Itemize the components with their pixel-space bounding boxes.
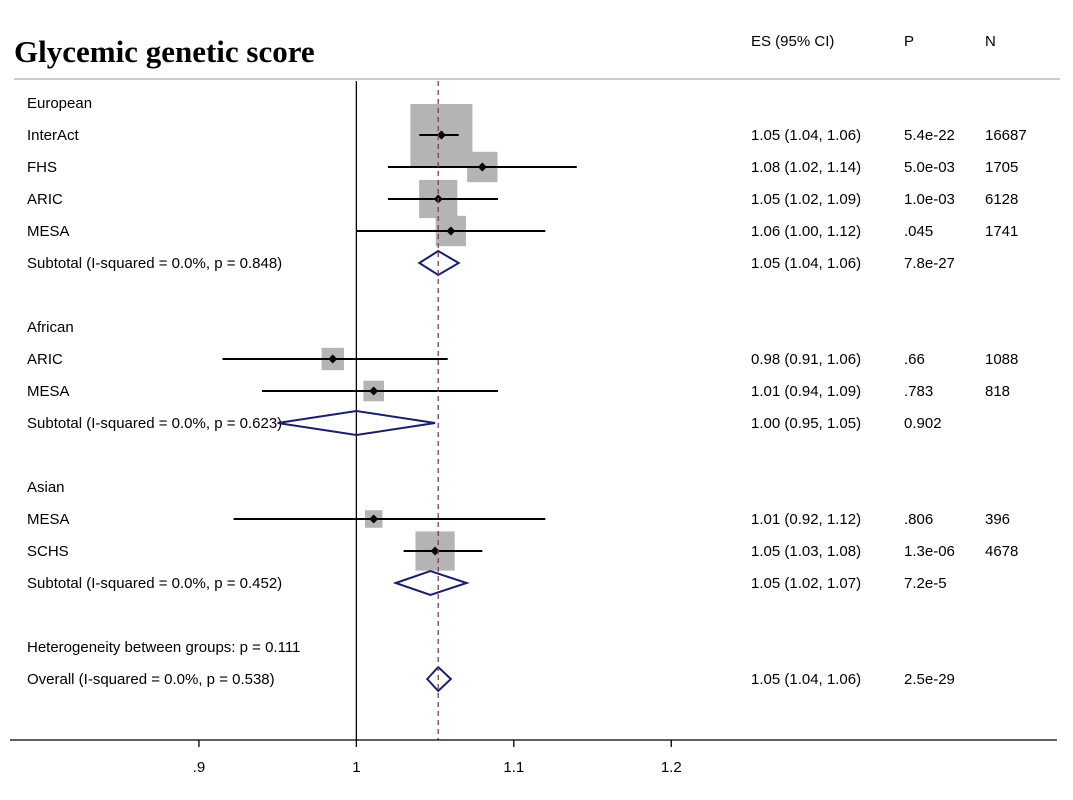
sample-size-text: 1088: [985, 351, 1018, 368]
p-value-text: 7.2e-5: [904, 575, 947, 592]
p-value-text: .783: [904, 383, 933, 400]
point-estimate: [369, 514, 379, 524]
sample-size-text: 4678: [985, 543, 1018, 560]
study-label: MESA: [27, 223, 70, 240]
effect-size-text: 1.05 (1.04, 1.06): [751, 255, 861, 272]
subtotal-diamond: [417, 249, 461, 277]
p-value-text: 2.5e-29: [904, 671, 955, 688]
sample-size-text: 818: [985, 383, 1010, 400]
study-label: FHS: [27, 159, 57, 176]
x-tick-label: .9: [193, 759, 206, 776]
effect-size-text: 1.05 (1.02, 1.09): [751, 191, 861, 208]
weight-boxes: [321, 104, 498, 571]
p-value-text: .806: [904, 511, 933, 528]
effect-size-text: 0.98 (0.91, 1.06): [751, 351, 861, 368]
p-value-text: 1.0e-03: [904, 191, 955, 208]
sample-size-text: 16687: [985, 127, 1027, 144]
group-label: African: [27, 319, 74, 336]
x-axis: .9 1 1.1 1.2: [10, 739, 1057, 776]
point-estimate: [446, 226, 456, 236]
point-estimate: [436, 130, 446, 140]
study-label: ARIC: [27, 191, 63, 208]
effect-size-text: 1.00 (0.95, 1.05): [751, 415, 861, 432]
sample-size-text: 1705: [985, 159, 1018, 176]
sample-size-text: 396: [985, 511, 1010, 528]
column-header-n: N: [985, 33, 996, 50]
study-label: SCHS: [27, 543, 69, 560]
point-estimate: [477, 162, 487, 172]
overall-diamond: [425, 665, 453, 693]
effect-size-text: 1.05 (1.02, 1.07): [751, 575, 861, 592]
point-estimate: [369, 386, 379, 396]
p-value-text: 1.3e-06: [904, 543, 955, 560]
p-value-text: 5.4e-22: [904, 127, 955, 144]
effect-size-text: 1.06 (1.00, 1.12): [751, 223, 861, 240]
p-value-text: .66: [904, 351, 925, 368]
subtotal-label: Subtotal (I-squared = 0.0%, p = 0.848): [27, 255, 282, 272]
p-value-text: 7.8e-27: [904, 255, 955, 272]
chart-title: Glycemic genetic score: [14, 34, 315, 69]
subtotal-label: Subtotal (I-squared = 0.0%, p = 0.452): [27, 575, 282, 592]
point-estimate: [430, 546, 440, 556]
x-tick-label: 1.1: [503, 759, 524, 776]
sample-size-text: 1741: [985, 223, 1018, 240]
study-label: MESA: [27, 383, 70, 400]
study-label: InterAct: [27, 127, 80, 144]
rows-layer: European InterAct 1.05 (1.04, 1.06) 5.4e-22…: [27, 81, 1027, 740]
effect-size-text: 1.01 (0.94, 1.09): [751, 383, 861, 400]
effect-size-text: 1.05 (1.04, 1.06): [751, 671, 861, 688]
effect-size-text: 1.01 (0.92, 1.12): [751, 511, 861, 528]
study-label: MESA: [27, 511, 70, 528]
column-header-p: P: [904, 33, 914, 50]
p-value-text: 5.0e-03: [904, 159, 955, 176]
subtotal-diamond: [277, 409, 436, 437]
heterogeneity-note: Heterogeneity between groups: p = 0.111: [27, 639, 300, 656]
p-value-text: 0.902: [904, 415, 942, 432]
sample-size-text: 6128: [985, 191, 1018, 208]
effect-size-text: 1.05 (1.04, 1.06): [751, 127, 861, 144]
point-estimate: [328, 354, 338, 364]
effect-size-text: 1.08 (1.02, 1.14): [751, 159, 861, 176]
x-tick-label: 1: [352, 759, 360, 776]
group-label: Asian: [27, 479, 65, 496]
subtotal-label: Subtotal (I-squared = 0.0%, p = 0.623): [27, 415, 282, 432]
overall-label: Overall (I-squared = 0.0%, p = 0.538): [27, 671, 275, 688]
group-label: European: [27, 95, 92, 112]
p-value-text: .045: [904, 223, 933, 240]
column-header-es: ES (95% CI): [751, 33, 834, 50]
x-tick-label: 1.2: [661, 759, 682, 776]
study-label: ARIC: [27, 351, 63, 368]
subtotal-diamond: [392, 569, 470, 597]
effect-size-text: 1.05 (1.03, 1.08): [751, 543, 861, 560]
